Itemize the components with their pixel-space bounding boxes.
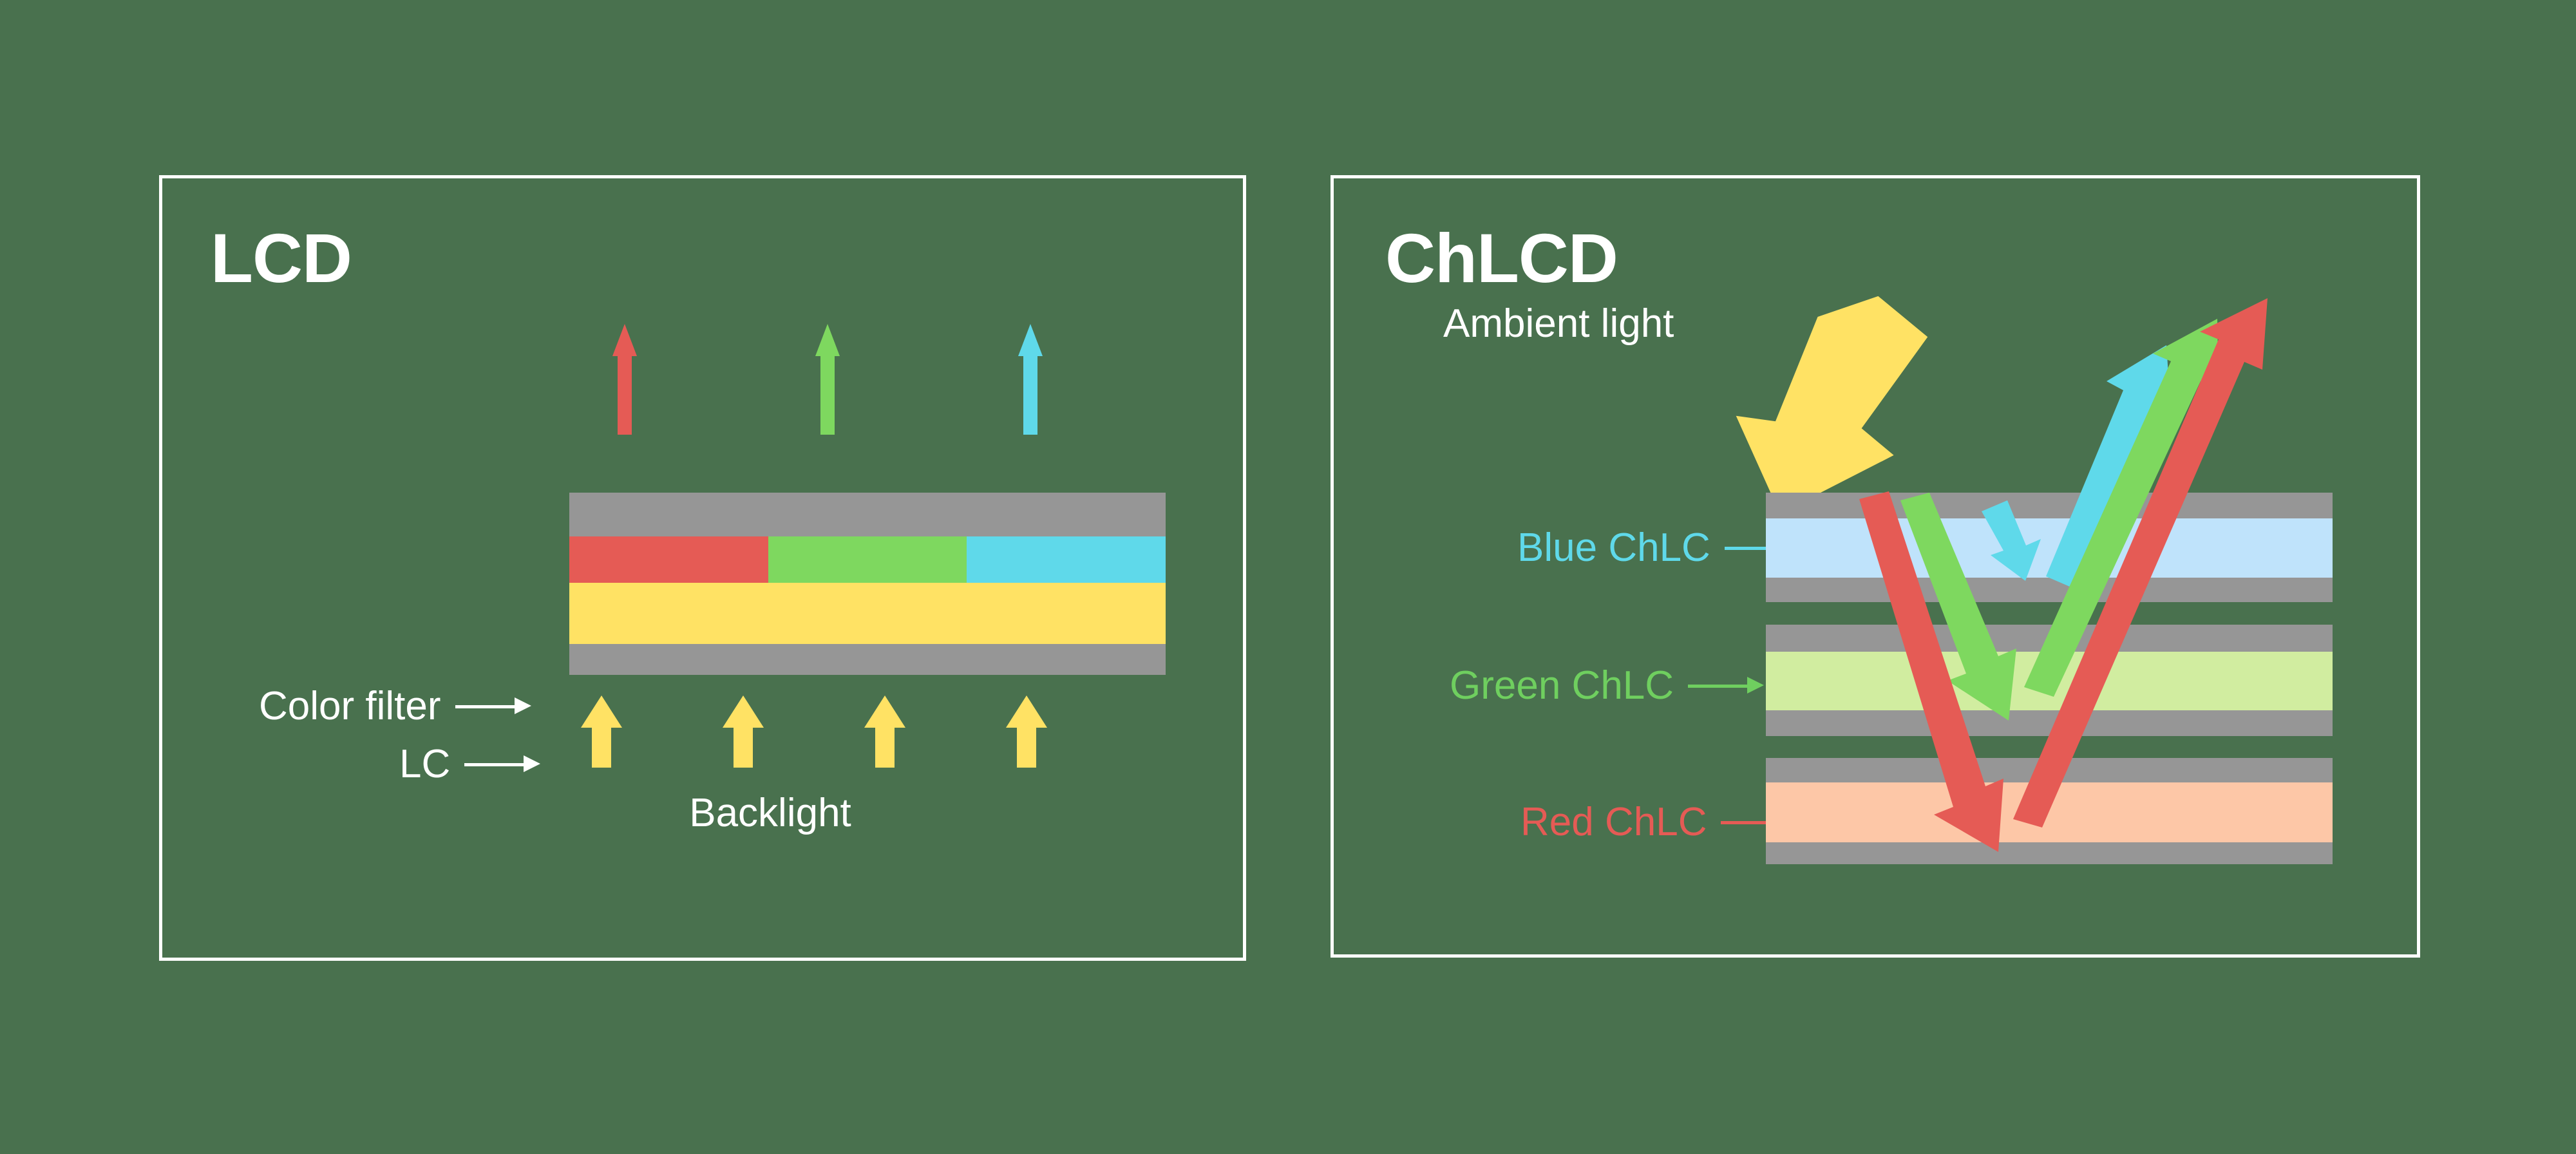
arrow-head xyxy=(864,695,905,728)
ray-blue-out xyxy=(2046,345,2171,589)
arrow-head xyxy=(723,695,764,728)
arrow-head xyxy=(1018,322,1043,356)
label-color-filter: Color filter xyxy=(259,686,531,726)
ambient-arrow-shape xyxy=(1736,296,1928,514)
panel-title-chlcd: ChLCD xyxy=(1385,219,1618,297)
arrow-shaft xyxy=(618,352,632,435)
emitted-arrow-red xyxy=(612,322,637,435)
label-lc: LC xyxy=(399,742,541,786)
label-green-chlc-text: Green ChLC xyxy=(1450,663,1674,708)
pointer-tip xyxy=(1747,677,1765,694)
label-green-chlc: Green ChLC xyxy=(1450,663,1765,708)
arrow-shaft xyxy=(875,725,895,768)
ray-blue-in xyxy=(1982,500,2041,581)
ray-green-in xyxy=(1900,493,2016,721)
lcd-substrate-top xyxy=(569,493,1166,536)
arrow-shaft xyxy=(734,725,753,768)
panel-lcd: LCD Color filter LC xyxy=(159,175,1246,961)
lcd-substrate-bottom xyxy=(569,644,1166,675)
chlcd-substrate-2 xyxy=(1766,578,2333,602)
chlcd-layer-blue xyxy=(1766,518,2333,578)
chlcd-substrate-1 xyxy=(1766,493,2333,518)
ray-red-out xyxy=(2013,298,2268,828)
pointer-tip xyxy=(524,755,541,772)
chlcd-substrate-6 xyxy=(1766,842,2333,864)
pointer-line xyxy=(1724,547,1784,550)
pointer-arrow-icon xyxy=(455,697,531,714)
label-color-filter-text: Color filter xyxy=(259,684,441,728)
label-red-chlc-text: Red ChLC xyxy=(1520,800,1707,844)
lcd-liquid-crystal xyxy=(569,583,1166,644)
ray-green-out xyxy=(2024,319,2219,697)
emitted-arrow-blue xyxy=(1018,322,1043,435)
pointer-line xyxy=(464,763,524,766)
arrow-shaft xyxy=(592,725,611,768)
backlight-arrow-2 xyxy=(723,695,764,768)
ambient-light-arrow-icon xyxy=(1736,296,1928,514)
arrow-head xyxy=(815,322,840,356)
lcd-layer-stack xyxy=(569,493,1166,675)
arrow-head xyxy=(581,695,622,728)
chlcd-layer-stack xyxy=(1766,493,2333,864)
label-ambient-light: Ambient light xyxy=(1443,301,1674,346)
lcd-color-filter xyxy=(569,536,1166,583)
pointer-arrow-icon xyxy=(464,755,541,772)
pointer-tip xyxy=(514,697,531,714)
color-filter-segment-red xyxy=(569,536,768,583)
arrow-head xyxy=(1006,695,1047,728)
arrow-shaft xyxy=(1023,352,1037,435)
pointer-line xyxy=(1688,685,1748,688)
color-filter-segment-cyan xyxy=(967,536,1166,583)
chlcd-ray-diagram xyxy=(1859,298,2268,852)
arrow-head xyxy=(612,322,637,356)
backlight-arrow-4 xyxy=(1006,695,1047,768)
pointer-line xyxy=(455,705,515,708)
backlight-arrow-3 xyxy=(864,695,905,768)
label-backlight: Backlight xyxy=(689,791,851,835)
arrow-shaft xyxy=(820,352,835,435)
pointer-line xyxy=(1721,821,1781,824)
backlight-arrow-1 xyxy=(581,695,622,768)
arrow-shaft xyxy=(1017,725,1036,768)
pointer-arrow-icon xyxy=(1688,677,1765,694)
panel-chlcd: ChLCD Ambient light Blue ChLC Green ChLC… xyxy=(1331,175,2420,958)
emitted-arrow-green xyxy=(815,322,840,435)
panel-title-lcd: LCD xyxy=(211,219,352,297)
color-filter-segment-green xyxy=(768,536,967,583)
ray-red-in xyxy=(1859,491,2003,852)
chlcd-substrate-4 xyxy=(1766,710,2333,736)
label-lc-text: LC xyxy=(399,742,451,786)
label-blue-chlc-text: Blue ChLC xyxy=(1517,525,1710,570)
